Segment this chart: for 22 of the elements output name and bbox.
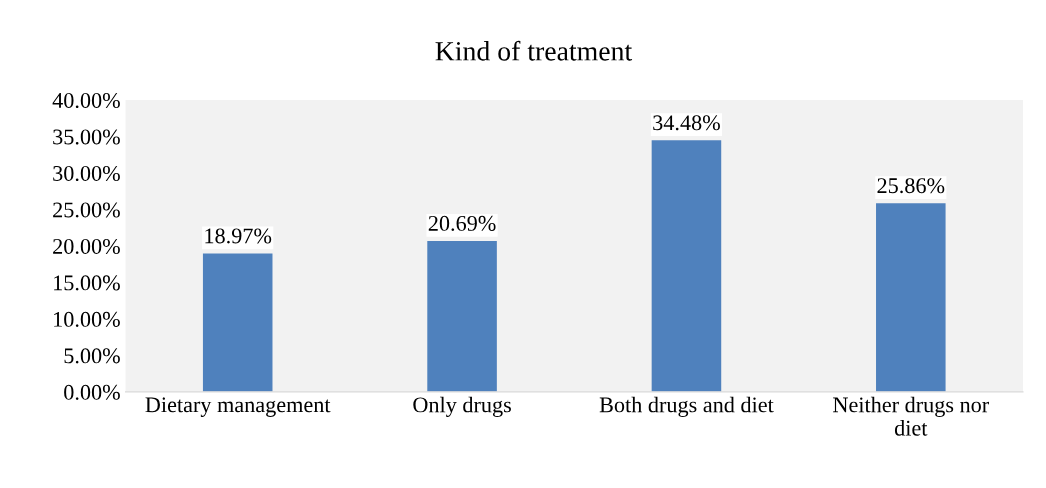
y-tick-label: 35.00% bbox=[53, 129, 120, 145]
y-tick-label: 40.00% bbox=[52, 92, 120, 109]
chart-title: Kind of treatment bbox=[435, 40, 633, 61]
data-label: 34.48% bbox=[653, 115, 720, 131]
x-tick-label: Only drugs bbox=[413, 396, 511, 417]
y-tick-label: 15.00% bbox=[54, 275, 120, 291]
x-tick-label: Both drugs and diet bbox=[599, 396, 774, 417]
bar bbox=[876, 203, 946, 392]
y-tick-label: 10.00% bbox=[54, 311, 120, 327]
data-label: 18.97% bbox=[205, 228, 272, 244]
data-label: 20.69% bbox=[428, 215, 496, 231]
y-tick-label: 20.00% bbox=[53, 238, 120, 254]
bar bbox=[427, 240, 497, 392]
x-tick-label: Dietary management bbox=[145, 397, 331, 417]
bar bbox=[651, 140, 722, 392]
x-tick-label: Neither drugs nor diet bbox=[833, 396, 989, 436]
bar bbox=[202, 253, 273, 392]
y-tick-label: 25.00% bbox=[53, 202, 120, 218]
y-tick-label: 30.00% bbox=[53, 165, 120, 182]
data-label: 25.86% bbox=[877, 178, 945, 194]
y-tick-label: 0.00% bbox=[64, 384, 120, 400]
y-tick-label: 5.00% bbox=[64, 348, 120, 364]
